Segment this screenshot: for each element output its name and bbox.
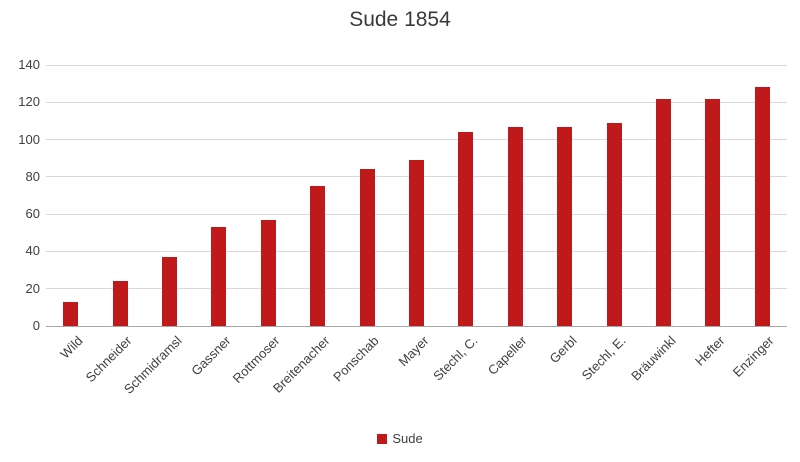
x-tick-label: Schmidramsl <box>120 333 185 397</box>
x-axis-line <box>46 325 787 327</box>
y-tick-label: 0 <box>32 318 40 333</box>
y-tick-label: 40 <box>25 243 40 259</box>
bar-stechl-c <box>458 132 474 326</box>
y-tick-label: 20 <box>25 280 40 296</box>
bar-ponschab <box>359 169 375 326</box>
y-tick-label: 120 <box>18 94 40 110</box>
bar-capeller <box>507 126 523 326</box>
bar-bräuwinkl <box>656 98 671 326</box>
y-tick-label: 80 <box>25 168 40 184</box>
legend: Sude <box>0 431 800 446</box>
x-tick-label: Stechl, E. <box>578 333 629 383</box>
y-tick-label: 60 <box>25 206 40 222</box>
chart-title: Sude 1854 <box>349 8 451 31</box>
x-tick-label: Hefter <box>691 333 728 369</box>
gridline <box>46 64 787 66</box>
legend-label: Sude <box>392 431 423 446</box>
gridline <box>46 139 787 141</box>
y-tick-label: 140 <box>18 57 40 72</box>
x-tick-label: Capeller <box>485 333 530 378</box>
x-tick-label: Gassner <box>188 333 234 379</box>
bar-hefter <box>705 98 721 326</box>
x-tick-label: Bräuwinkl <box>627 333 679 384</box>
x-tick-label: Stechl, C. <box>430 333 481 384</box>
x-tick-label: Ponschab <box>330 333 382 385</box>
x-tick-label: Breitenacher <box>269 333 333 396</box>
x-tick-label: Rottmoser <box>229 333 283 387</box>
bar-gassner <box>211 227 227 326</box>
bar-rottmoser <box>260 219 276 326</box>
bar-mayer <box>409 160 424 326</box>
bar-stechl-e <box>606 122 622 326</box>
legend-swatch-sude <box>377 433 388 444</box>
bar-schneider <box>112 281 128 326</box>
x-tick-label: Mayer <box>394 333 432 370</box>
bar-gerbl <box>557 126 573 326</box>
bar-enzinger <box>754 87 770 326</box>
bar-breitenacher <box>310 186 326 326</box>
x-tick-label: Schneider <box>82 333 135 386</box>
bar-wild <box>63 301 79 326</box>
y-tick-label: 100 <box>18 131 40 147</box>
x-tick-label: Gerbl <box>546 333 580 367</box>
x-tick-label: Enzinger <box>730 333 777 380</box>
bar-schmidramsl <box>162 257 177 326</box>
gridline <box>46 101 787 103</box>
